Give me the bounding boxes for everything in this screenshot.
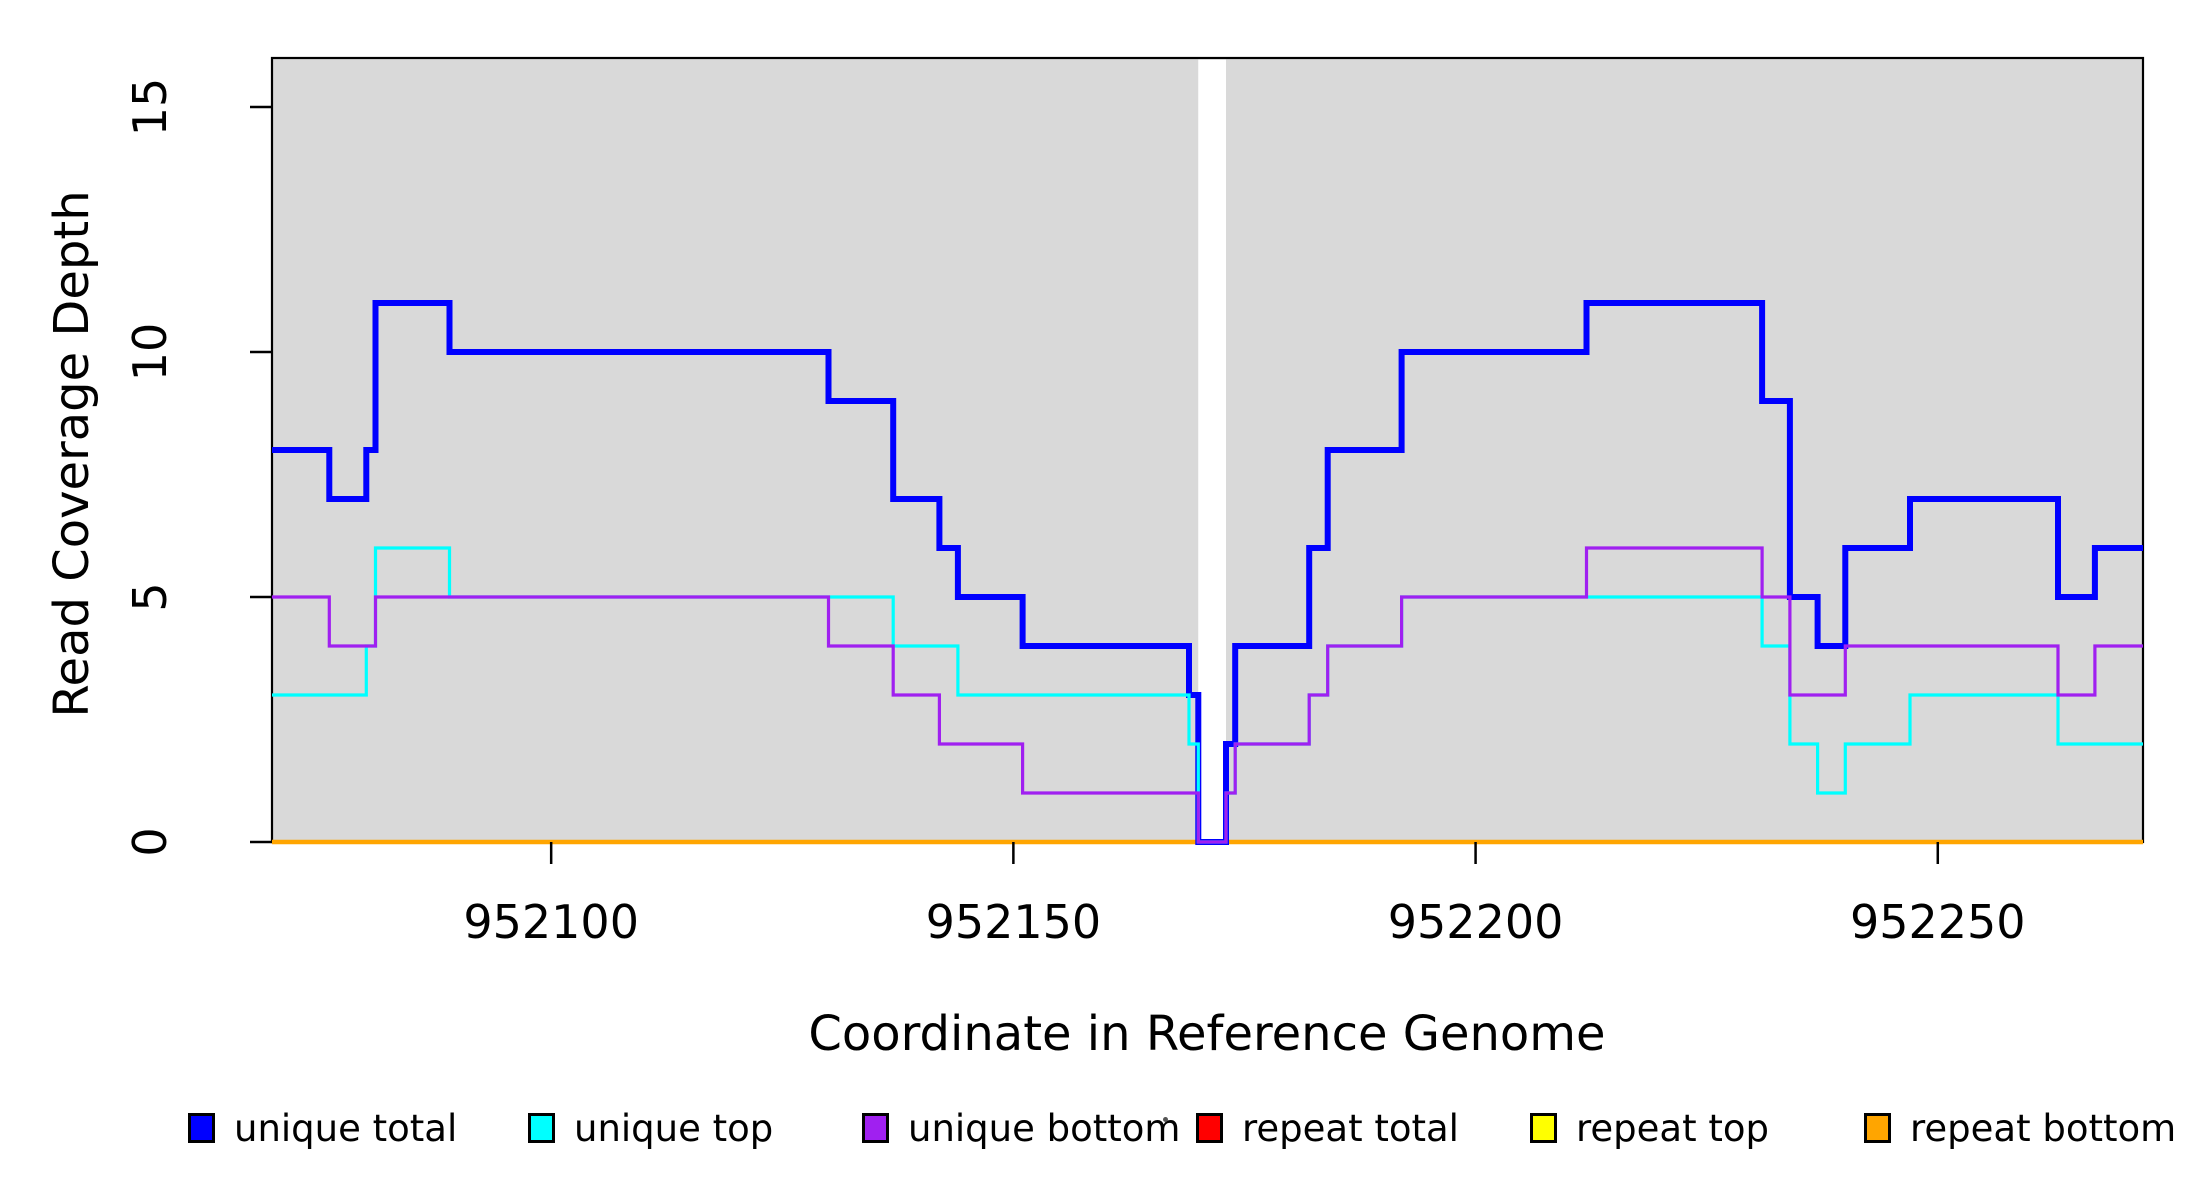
y-tick-label: 10 (123, 323, 177, 382)
no-data-band (1198, 59, 1226, 842)
y-axis-title: Read Coverage Depth (44, 190, 100, 718)
x-axis-title: Coordinate in Reference Genome (808, 1006, 1606, 1062)
y-tick-label: 0 (123, 827, 177, 856)
x-tick-label: 952200 (1388, 895, 1564, 949)
x-tick-label: 952250 (1850, 895, 2026, 949)
y-tick-label: 15 (123, 78, 177, 137)
series-unique-bottom (272, 546, 2143, 844)
x-tick-label: 952100 (463, 895, 639, 949)
x-tick-label: 952150 (926, 895, 1102, 949)
series-unique-total (272, 300, 2143, 845)
stray-dot (1163, 1117, 1168, 1122)
y-tick-label: 5 (123, 582, 177, 611)
